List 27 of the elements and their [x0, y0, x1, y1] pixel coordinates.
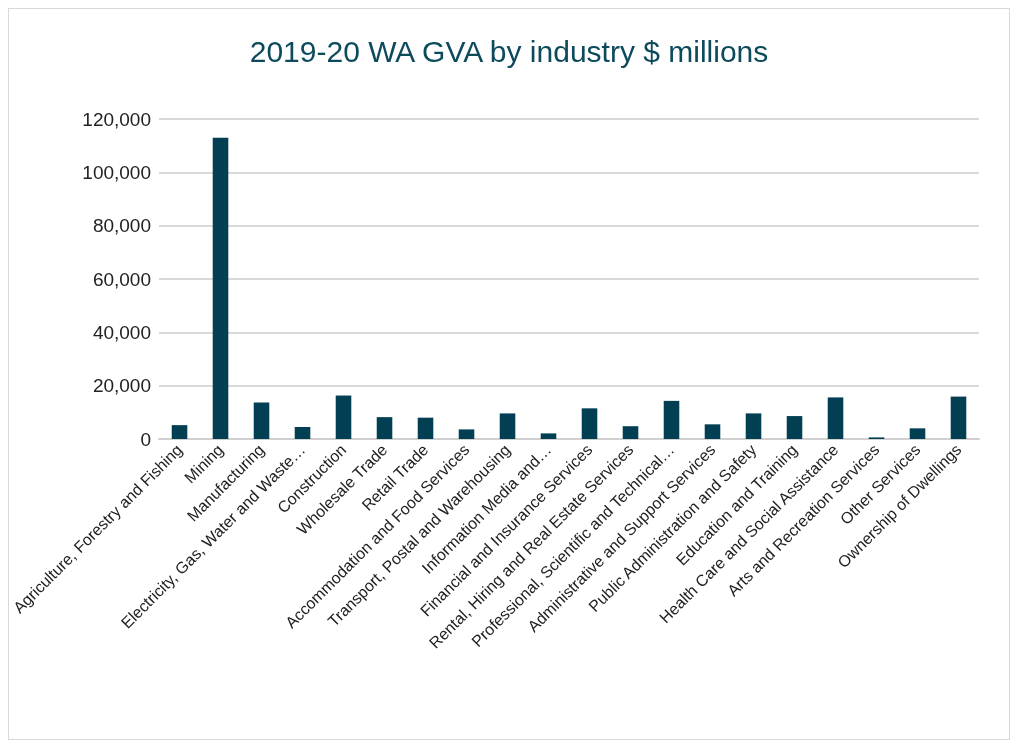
y-tick-label: 100,000: [82, 161, 152, 183]
bar: [171, 425, 188, 439]
bar: [786, 416, 803, 439]
bar: [622, 426, 639, 439]
bar: [458, 429, 475, 439]
bar: [499, 413, 516, 439]
y-tick-label: 120,000: [82, 108, 152, 130]
bar: [376, 417, 393, 439]
y-tick-label: 80,000: [92, 215, 152, 237]
bar: [253, 402, 270, 439]
y-tick-label: 60,000: [92, 268, 152, 290]
bar: [581, 408, 598, 439]
bar: [950, 396, 967, 439]
bar: [663, 400, 680, 439]
bar: [294, 427, 311, 439]
bar: [335, 395, 352, 439]
y-tick-label: 20,000: [92, 375, 152, 397]
y-tick-label: 40,000: [92, 321, 152, 343]
bar: [745, 413, 762, 439]
bar: [417, 417, 434, 439]
bar: [212, 137, 229, 439]
y-tick-label: 0: [140, 428, 152, 450]
bar: [704, 424, 721, 439]
bar: [909, 428, 926, 439]
chart-title: 2019-20 WA GVA by industry $ millions: [249, 34, 769, 68]
bar: [827, 397, 844, 439]
bar: [540, 433, 557, 439]
